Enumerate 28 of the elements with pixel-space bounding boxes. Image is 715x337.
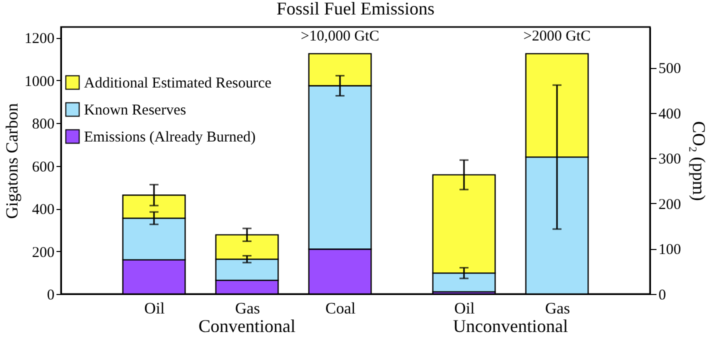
data-label: >10,000 GtC [300, 28, 380, 45]
y2-tick-label: 100 [658, 242, 681, 258]
x-tick-label: Coal [325, 300, 356, 318]
text: Conventional [198, 316, 296, 336]
chart-title: Fossil Fuel Emissions [276, 0, 435, 18]
y2-tick-label: 200 [658, 196, 681, 213]
y-tick-label: 400 [32, 202, 54, 218]
y-tick-label: 200 [32, 244, 54, 261]
x-tick-label: Gas [545, 300, 570, 318]
y2-tick-label: 400 [658, 106, 681, 122]
text: Unconventional [453, 316, 568, 336]
y-tick-label: 600 [32, 159, 54, 176]
y2-tick-label: 500 [658, 61, 681, 78]
y2-axis-title: CO₂ (ppm) [689, 121, 709, 201]
y-tick-label: 800 [32, 116, 54, 133]
y-axis-title: Gigatons Carbon [2, 102, 22, 219]
y-tick-label: 1000 [24, 74, 54, 90]
legend-label: Known Reserves [84, 102, 186, 118]
x-tick-label: Oil [144, 300, 166, 318]
y2-tick-label: 0 [658, 288, 666, 304]
legend-label: Additional Estimated Resource [84, 76, 272, 92]
y-tick-label: 0 [47, 288, 54, 304]
data-label: >2000 GtC [523, 28, 591, 45]
x-tick-label: Oil [454, 300, 476, 318]
x-tick-label: Gas [235, 300, 260, 318]
y-tick-label: 1200 [24, 31, 54, 48]
legend-label: Emissions (Already Burned) [84, 130, 256, 146]
y2-tick-label: 300 [658, 152, 681, 168]
